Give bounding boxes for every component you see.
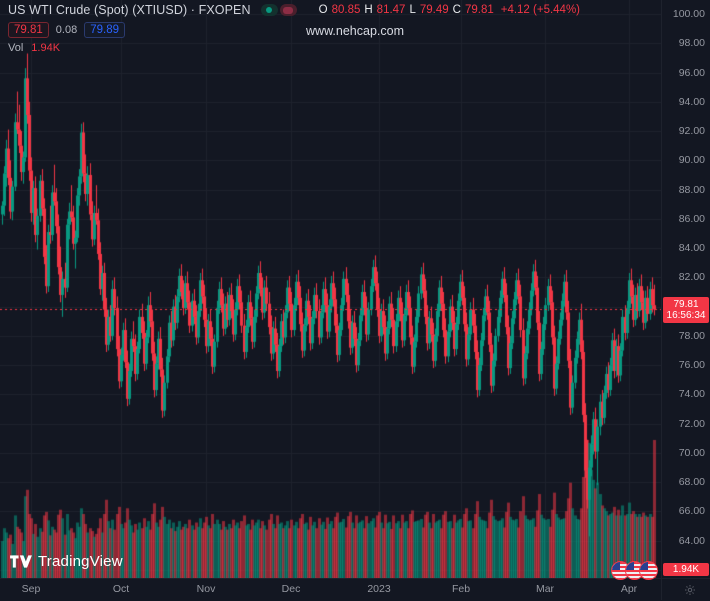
price-tick-label: 84.00	[678, 242, 705, 255]
time-tick-label: Mar	[535, 583, 555, 595]
price-tick-label: 98.00	[678, 37, 705, 50]
low-value: 79.49	[419, 4, 449, 16]
price-tick-label: 70.00	[678, 446, 705, 459]
price-tick-label: 82.00	[678, 271, 705, 284]
price-tick-label: 66.00	[678, 505, 705, 518]
ask-price-badge[interactable]: 79.89	[84, 22, 125, 38]
tradingview-watermark: TradingView	[10, 553, 123, 570]
series-toggle-chips[interactable]	[260, 4, 297, 16]
change-value: +4.12 (+5.44%)	[500, 4, 581, 16]
economic-event-flags[interactable]	[611, 561, 658, 580]
close-key: C	[452, 4, 461, 16]
time-tick-label: Apr	[620, 583, 638, 595]
volume-value: 1.94K	[31, 42, 61, 54]
time-tick-label: Feb	[451, 583, 471, 595]
time-tick-label: Sep	[21, 583, 41, 595]
price-tick-label: 68.00	[678, 476, 705, 489]
settings-gear-icon[interactable]	[684, 583, 696, 601]
price-tick-label: 94.00	[678, 95, 705, 108]
site-watermark: www.nehcap.com	[306, 24, 404, 38]
high-value: 81.47	[376, 4, 406, 16]
time-tick-label: 2023	[367, 583, 391, 595]
open-value: 80.85	[331, 4, 361, 16]
volume-legend: Vol 1.94K	[8, 42, 60, 54]
bid-price-badge[interactable]: 79.81	[8, 22, 49, 38]
price-tick-label: 88.00	[678, 183, 705, 196]
price-tick-label: 76.00	[678, 359, 705, 372]
time-tick-label: Dec	[281, 583, 301, 595]
tradingview-brand-label: TradingView	[38, 553, 123, 570]
price-tick-label: 86.00	[678, 212, 705, 225]
price-tick-label: 100.00	[672, 8, 705, 20]
price-tick-label: 92.00	[678, 125, 705, 138]
price-chart-canvas[interactable]	[0, 0, 662, 578]
symbol-title[interactable]: US WTI Crude (Spot) (XTIUSD) · FXOPEN	[8, 3, 251, 17]
price-tick-label: 90.00	[678, 154, 705, 167]
series-visibility-toggle[interactable]	[260, 4, 278, 16]
close-value: 79.81	[464, 4, 494, 16]
price-tick-label: 96.00	[678, 66, 705, 79]
price-tick-label: 72.00	[678, 417, 705, 430]
time-axis-divider	[0, 578, 710, 579]
price-axis-divider	[661, 0, 662, 600]
price-tick-label: 78.00	[678, 329, 705, 342]
low-key: L	[409, 4, 416, 16]
quote-badges: 79.81 0.08 79.89	[8, 22, 125, 38]
us-flag-icon[interactable]	[639, 561, 658, 580]
volume-axis-badge[interactable]: 1.94K	[663, 563, 709, 576]
current-price-value: 79.81	[673, 299, 699, 311]
volume-label: Vol	[8, 42, 24, 54]
time-tick-label: Nov	[196, 583, 216, 595]
ohlc-values: O 80.85 H 81.47 L 79.49 C 79.81 +4.12 (+5.44…	[319, 4, 580, 16]
price-tick-label: 64.00	[678, 534, 705, 547]
open-key: O	[318, 4, 328, 16]
current-time-value: 16:56:34	[666, 310, 706, 322]
spread-value: 0.08	[55, 24, 78, 36]
time-axis[interactable]: Sep Oct Nov Dec 2023 Feb Mar Apr	[0, 578, 662, 600]
series-style-toggle[interactable]	[279, 4, 297, 16]
price-axis[interactable]: 100.00 98.00 96.00 94.00 92.00 90.00 88.00 86.0…	[662, 0, 710, 585]
time-tick-label: Oct	[112, 583, 130, 595]
current-price-badge[interactable]: 79.81 16:56:34	[663, 297, 709, 324]
tradingview-logo-icon	[10, 553, 32, 570]
price-tick-label: 74.00	[678, 388, 705, 401]
high-key: H	[364, 4, 373, 16]
